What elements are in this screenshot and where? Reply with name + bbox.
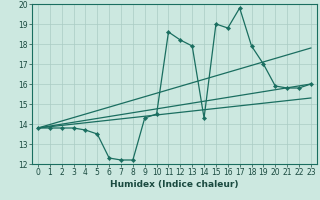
X-axis label: Humidex (Indice chaleur): Humidex (Indice chaleur) [110,180,239,189]
